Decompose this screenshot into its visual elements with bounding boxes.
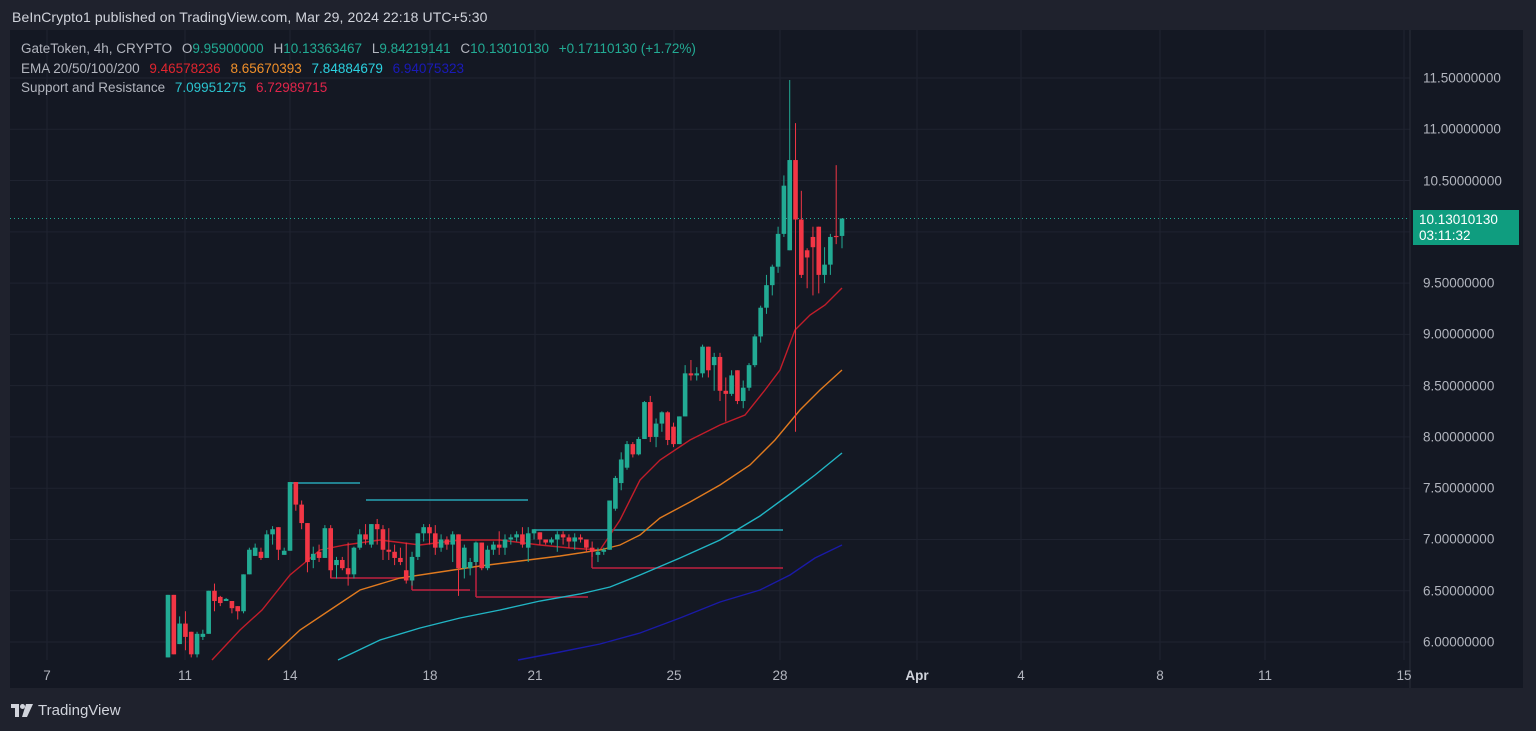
price-axis-tick: 11.50000000 [1423,70,1501,86]
time-axis-tick: 4 [1017,668,1025,683]
legend-symbol: GateToken, 4h, CRYPTO [21,41,173,56]
low-value: 9.84219141 [379,41,451,56]
chart-grid [10,30,1410,660]
time-axis-tick: 14 [282,668,298,683]
publish-line: BeInCrypto1 published on TradingView.com… [12,9,488,25]
time-axis-tick: Apr [905,668,929,683]
legend-ohlc-row: GateToken, 4h, CRYPTO O9.95900000 H10.13… [21,39,702,59]
sr-label: Support and Resistance [21,80,166,95]
price-axis-tick: 7.50000000 [1423,480,1495,496]
ema200-value: 6.94075323 [392,60,464,76]
support-resistance-lines [290,482,783,598]
close-label: C [460,41,471,56]
price-axis-tick: 10.50000000 [1423,173,1502,189]
ema20-value: 9.46578236 [149,60,221,76]
tradingview-logo-icon [11,703,33,717]
price-axis-tick: 11.00000000 [1423,121,1501,137]
price-axis-tick: 8.50000000 [1423,378,1495,394]
resistance-value: 6.72989715 [255,80,328,95]
ema-lines [211,287,843,661]
time-axis-tick: 8 [1156,668,1164,683]
last-price-tag: 10.13010130 03:11:32 [1413,210,1519,245]
time-axis-tick: 28 [772,668,788,683]
open-label: O [181,41,193,56]
bar-countdown: 03:11:32 [1419,228,1471,243]
time-axis-tick: 15 [1396,668,1412,683]
price-axis-tick: 9.50000000 [1423,275,1495,291]
open-value: 9.95900000 [192,41,264,56]
time-axis-tick: 21 [527,668,543,683]
price-axis-tick: 7.00000000 [1423,531,1495,547]
time-axis-tick: 11 [177,668,193,683]
change-value: +0.17110130 (+1.72%) [558,41,696,56]
price-axis-tick: 6.50000000 [1423,583,1495,599]
high-value: 10.13363467 [283,41,363,56]
time-axis-tick: 7 [43,668,51,683]
time-axis-tick: 11 [1257,668,1273,683]
last-price-value: 10.13010130 [1419,212,1498,227]
chart-frame[interactable] [10,30,1523,688]
high-label: H [273,41,284,56]
candles [165,80,845,658]
ema-label: EMA 20/50/100/200 [21,60,140,76]
brand-label: TradingView [38,702,121,719]
legend-ema-row: EMA 20/50/100/200 9.46578236 8.65670393 … [21,59,702,79]
low-label: L [371,41,380,56]
price-axis-tick: 8.00000000 [1423,429,1495,445]
ema100-value: 7.84884679 [311,60,383,76]
time-axis-tick: 18 [422,668,438,683]
price-axis-tick: 6.00000000 [1423,634,1495,650]
legend-sr-row: Support and Resistance 7.09951275 6.7298… [21,78,702,98]
chart-legend: GateToken, 4h, CRYPTO O9.95900000 H10.13… [21,39,702,98]
ema50-value: 8.65670393 [230,60,302,76]
price-axis-tick: 9.00000000 [1423,326,1495,342]
tradingview-logo[interactable]: TradingView [11,702,121,719]
support-value: 7.09951275 [174,80,247,95]
time-axis-tick: 25 [666,668,682,683]
close-value: 10.13010130 [470,41,550,56]
